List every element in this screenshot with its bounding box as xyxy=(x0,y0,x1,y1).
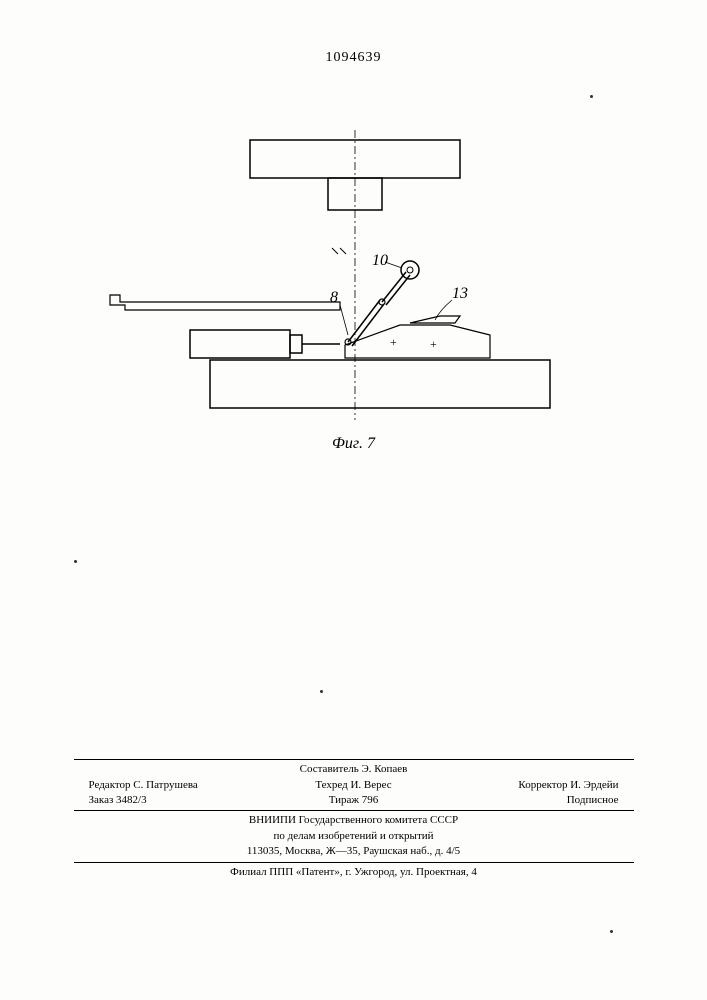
org-line-1: ВНИИПИ Государственного комитета СССР xyxy=(70,813,637,828)
speck xyxy=(320,690,323,693)
mechanical-diagram: + + 10 8 13 xyxy=(80,130,610,430)
addr-2: Филиал ППП «Патент», г. Ужгород, ул. Про… xyxy=(70,865,637,880)
org-line-2: по делам изобретений и открытий xyxy=(70,829,637,844)
addr-1: 113035, Москва, Ж—35, Раушская наб., д. … xyxy=(70,844,637,859)
speck xyxy=(74,560,77,563)
editor: Редактор С. Патрушева xyxy=(89,778,266,793)
sign: Подписное xyxy=(442,793,619,808)
tech-editor: Техред И. Верес xyxy=(265,778,442,793)
label-10: 10 xyxy=(372,252,388,269)
credits-row-2: Заказ 3482/3 Тираж 796 Подписное xyxy=(89,793,619,808)
proofreader: Корректор И. Эрдейи xyxy=(442,778,619,793)
svg-text:+: + xyxy=(390,335,397,349)
patent-number: 1094639 xyxy=(0,50,707,66)
compiler-line: Составитель Э. Копаев xyxy=(70,762,637,777)
figure-7: + + 10 8 13 xyxy=(80,130,610,430)
tirazh: Тираж 796 xyxy=(265,793,442,808)
speck xyxy=(590,95,593,98)
imprint-footer: Составитель Э. Копаев Редактор С. Патруш… xyxy=(70,757,637,880)
credits-row-1: Редактор С. Патрушева Техред И. Верес Ко… xyxy=(89,778,619,793)
svg-text:+: + xyxy=(430,337,437,351)
speck xyxy=(610,930,613,933)
figure-caption: Фиг. 7 xyxy=(0,435,707,453)
label-8: 8 xyxy=(330,289,338,306)
label-13: 13 xyxy=(452,285,468,302)
order: Заказ 3482/3 xyxy=(89,793,266,808)
patent-page: 1094639 + + xyxy=(0,0,707,1000)
